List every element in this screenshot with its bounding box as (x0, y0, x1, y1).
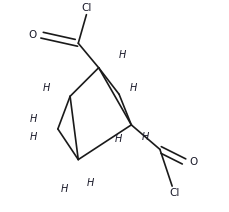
Text: Cl: Cl (168, 188, 179, 198)
Text: Cl: Cl (81, 3, 91, 13)
Text: O: O (28, 30, 36, 40)
Text: H: H (129, 83, 136, 93)
Text: H: H (141, 132, 148, 142)
Text: H: H (42, 83, 49, 93)
Text: H: H (60, 184, 67, 194)
Text: O: O (189, 157, 197, 167)
Text: H: H (114, 134, 122, 144)
Text: H: H (119, 50, 126, 60)
Text: H: H (30, 114, 37, 124)
Text: H: H (86, 178, 94, 188)
Text: H: H (30, 132, 37, 142)
